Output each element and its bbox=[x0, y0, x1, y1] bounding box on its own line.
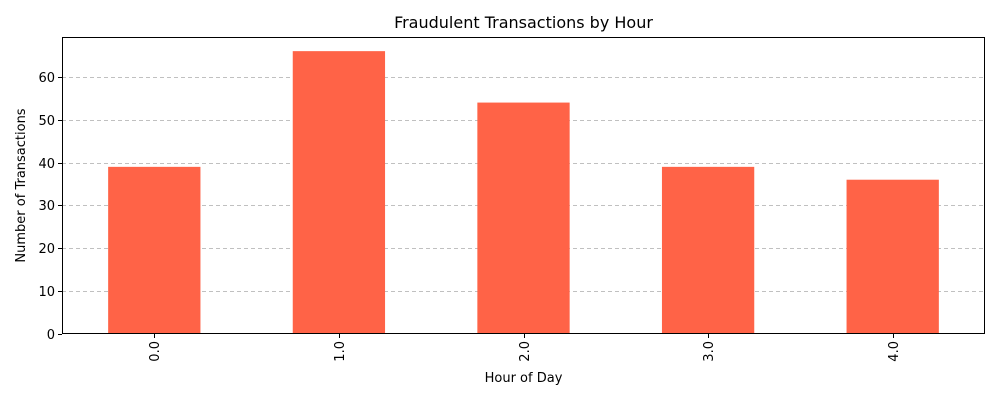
y-axis-ticks: 0 10 20 30 40 50 60 bbox=[38, 71, 62, 343]
y-tick-label: 60 bbox=[38, 71, 55, 86]
y-tick-label: 10 bbox=[38, 285, 55, 300]
y-tick-label: 20 bbox=[38, 242, 55, 257]
chart-title: Fraudulent Transactions by Hour bbox=[394, 13, 653, 32]
bar-2.0 bbox=[477, 102, 570, 334]
x-axis-title: Hour of Day bbox=[485, 371, 563, 386]
x-tick-label: 4.0 bbox=[887, 341, 902, 362]
y-tick-label: 50 bbox=[38, 114, 55, 129]
y-tick-label: 40 bbox=[38, 157, 55, 172]
x-tick-label: 1.0 bbox=[333, 341, 348, 362]
bar-3.0 bbox=[661, 166, 755, 334]
x-tick-label: 3.0 bbox=[702, 341, 717, 362]
plot-frame bbox=[62, 37, 985, 334]
y-tick-label: 30 bbox=[38, 199, 55, 214]
bar-1.0 bbox=[292, 51, 386, 335]
x-tick-label: 0.0 bbox=[148, 341, 163, 362]
bar-0.0 bbox=[108, 166, 201, 334]
x-tick-label: 2.0 bbox=[518, 341, 533, 362]
bars bbox=[108, 51, 939, 335]
x-axis-ticks: 0.0 1.0 2.0 3.0 4.0 bbox=[148, 334, 902, 362]
y-axis-title: Number of Transactions bbox=[14, 108, 29, 262]
bar-4.0 bbox=[846, 179, 939, 334]
y-tick-label: 0 bbox=[47, 328, 55, 343]
